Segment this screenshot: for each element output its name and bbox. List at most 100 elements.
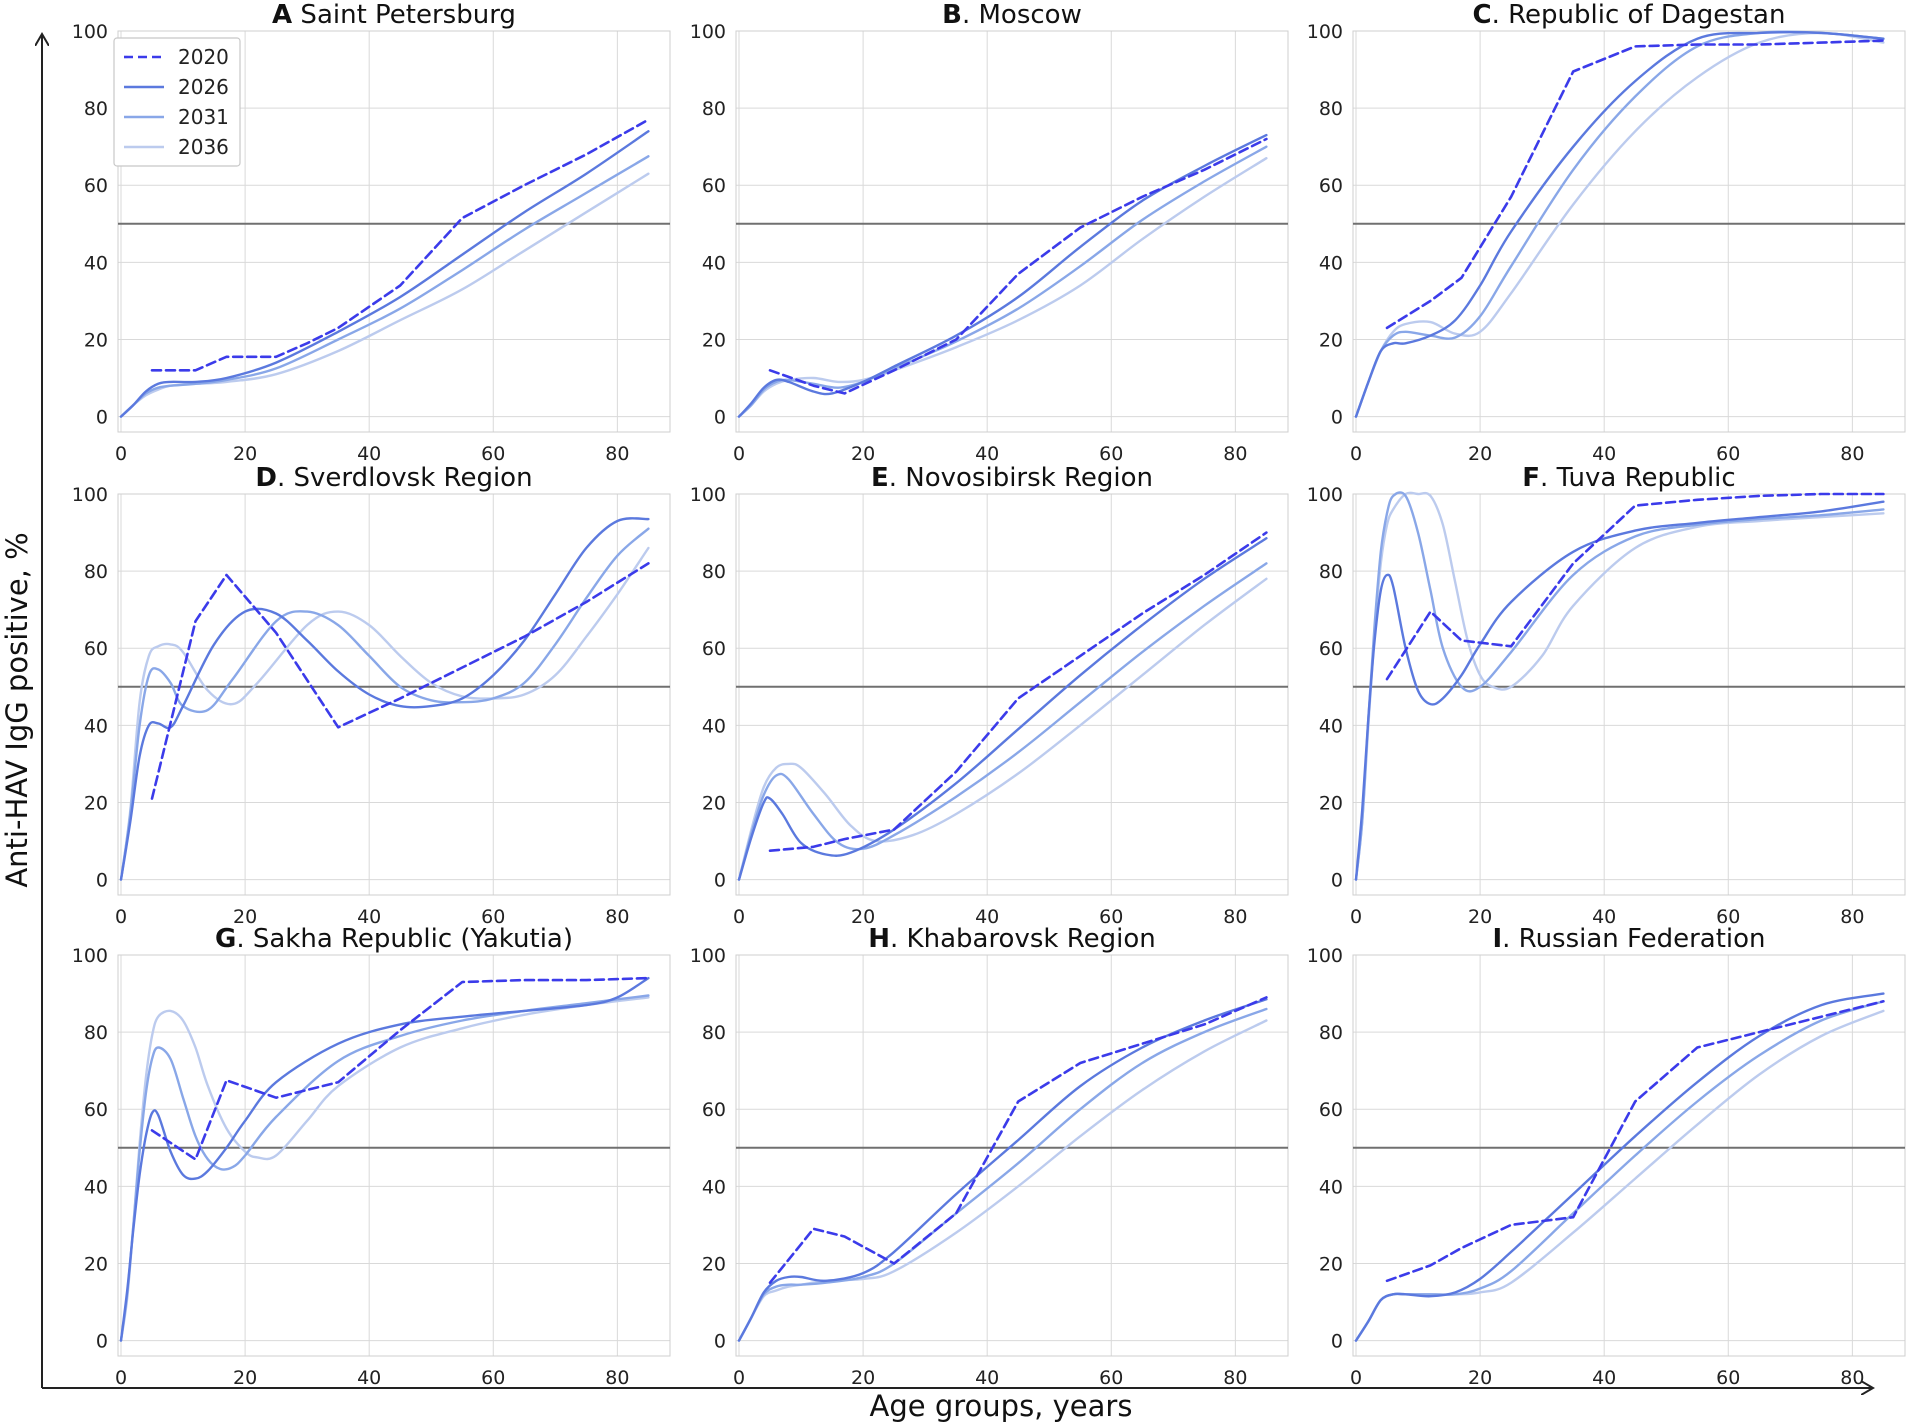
y-tick-label: 20 (84, 329, 108, 351)
panel-d: 0 20 40 60 80 100 0 20 40 60 80 D. Sverdlovsk Regio… (72, 463, 671, 928)
y-tick-label: 80 (702, 1022, 726, 1044)
series-line-2020 (150, 976, 650, 1161)
plot-frame (1352, 493, 1906, 896)
y-tick-label: 80 (84, 98, 108, 120)
panel-letter: C (1473, 0, 1492, 30)
y-tick-label: 0 (714, 870, 726, 892)
x-tick-label: 60 (1716, 906, 1740, 928)
panel-name: . Moscow (962, 0, 1082, 30)
panel-name: . Russian Federation (1502, 924, 1765, 954)
y-tick-label: 100 (690, 484, 726, 506)
plot-frame (735, 30, 1289, 433)
panel-letter: G (215, 924, 236, 954)
panels-group: 0 20 40 60 80 100 0 20 40 60 80 A Saint Petersburg 0… (72, 0, 1906, 1389)
x-tick-label: 40 (357, 906, 381, 928)
y-tick-label: 60 (702, 638, 726, 660)
x-tick-label: 0 (115, 1367, 127, 1389)
x-tick-label: 20 (851, 906, 875, 928)
panel-i: 0 20 40 60 80 100 0 20 40 60 80 I. Russian Federati… (1307, 924, 1906, 1389)
y-tick-label: 60 (84, 638, 108, 660)
series-line-2031 (1354, 491, 1885, 881)
legend-label-2026: 2026 (178, 75, 229, 99)
panel-title: C. Republic of Dagestan (1473, 0, 1786, 30)
y-tick-label: 80 (1319, 561, 1343, 583)
series-line-2020 (768, 996, 1268, 1284)
panel-title: G. Sakha Republic (Yakutia) (215, 924, 573, 954)
panel-name: . Republic of Dagestan (1492, 0, 1786, 30)
x-tick-label: 40 (1592, 906, 1616, 928)
y-tick-label: 20 (84, 792, 108, 814)
series-line-2031 (119, 155, 650, 418)
plot-frame (735, 954, 1289, 1357)
y-tick-label: 0 (714, 1331, 726, 1353)
plot-frame (1352, 954, 1906, 1357)
legend-label-2036: 2036 (178, 135, 229, 159)
y-tick-label: 40 (1319, 715, 1343, 737)
panel-g: 0 20 40 60 80 100 0 20 40 60 80 G. Sakha Republic (… (72, 924, 671, 1389)
y-tick-label: 100 (1307, 945, 1343, 967)
y-tick-label: 40 (702, 1176, 726, 1198)
panel-title: E. Novosibirsk Region (871, 463, 1153, 493)
series-line-2031 (737, 562, 1268, 881)
y-tick-label: 80 (702, 561, 726, 583)
x-tick-label: 80 (1840, 1367, 1864, 1389)
x-tick-label: 60 (1099, 443, 1123, 465)
x-tick-label: 80 (1840, 443, 1864, 465)
x-tick-label: 60 (1716, 1367, 1740, 1389)
legend-box (113, 37, 241, 167)
series-line-2031 (1354, 30, 1885, 418)
series-line-2026 (119, 976, 650, 1342)
x-tick-label: 80 (1223, 443, 1247, 465)
x-tick-label: 40 (975, 1367, 999, 1389)
panel-title: I. Russian Federation (1492, 924, 1765, 954)
x-tick-label: 40 (1592, 1367, 1616, 1389)
y-tick-label: 60 (702, 1099, 726, 1121)
y-tick-label: 60 (1319, 1099, 1343, 1121)
panel-letter: I (1492, 924, 1502, 954)
plot-frame (117, 954, 671, 1357)
y-tick-label: 80 (84, 561, 108, 583)
panel-letter: E (871, 463, 889, 493)
series-line-2020 (1385, 1000, 1885, 1283)
y-tick-label: 80 (1319, 98, 1343, 120)
y-tick-label: 40 (84, 1176, 108, 1198)
x-tick-label: 60 (481, 443, 505, 465)
y-tick-label: 0 (1331, 1331, 1343, 1353)
x-tick-label: 80 (605, 443, 629, 465)
y-tick-label: 20 (702, 329, 726, 351)
y-tick-label: 0 (96, 870, 108, 892)
series-line-2031 (119, 994, 650, 1342)
x-tick-label: 20 (1468, 906, 1492, 928)
series-line-2020 (1385, 39, 1885, 330)
series-line-2036 (737, 577, 1268, 881)
panel-c: 0 20 40 60 80 100 0 20 40 60 80 C. Republic of Dage… (1307, 0, 1906, 465)
plot-frame (117, 493, 671, 896)
y-tick-label: 80 (1319, 1022, 1343, 1044)
series-line-2020 (150, 562, 650, 800)
legend-label-2031: 2031 (178, 105, 229, 129)
x-tick-label: 20 (851, 443, 875, 465)
x-tick-label: 80 (605, 906, 629, 928)
legend-label-2020: 2020 (178, 45, 229, 69)
panel-letter: D (255, 463, 277, 493)
x-axis-title: Age groups, years (870, 1389, 1133, 1423)
panel-e: 0 20 40 60 80 100 0 20 40 60 80 E. Novosibirsk Regi… (690, 463, 1289, 928)
x-tick-label: 20 (233, 1367, 257, 1389)
x-tick-label: 60 (1716, 443, 1740, 465)
x-tick-label: 20 (233, 906, 257, 928)
x-tick-label: 40 (357, 443, 381, 465)
panel-title: A Saint Petersburg (272, 0, 516, 30)
series-line-2031 (1354, 1000, 1885, 1342)
y-tick-label: 40 (1319, 1176, 1343, 1198)
series-line-2026 (737, 998, 1268, 1342)
series-line-2020 (768, 137, 1268, 395)
panel-b: 0 20 40 60 80 100 0 20 40 60 80 B. Moscow (690, 0, 1289, 465)
x-tick-label: 20 (1468, 1367, 1492, 1389)
y-tick-label: 100 (72, 21, 108, 43)
y-tick-label: 100 (72, 945, 108, 967)
x-tick-label: 20 (233, 443, 257, 465)
series-line-2031 (737, 145, 1268, 418)
y-tick-label: 0 (96, 407, 108, 429)
panel-a: 0 20 40 60 80 100 0 20 40 60 80 A Saint Petersburg (72, 0, 671, 465)
